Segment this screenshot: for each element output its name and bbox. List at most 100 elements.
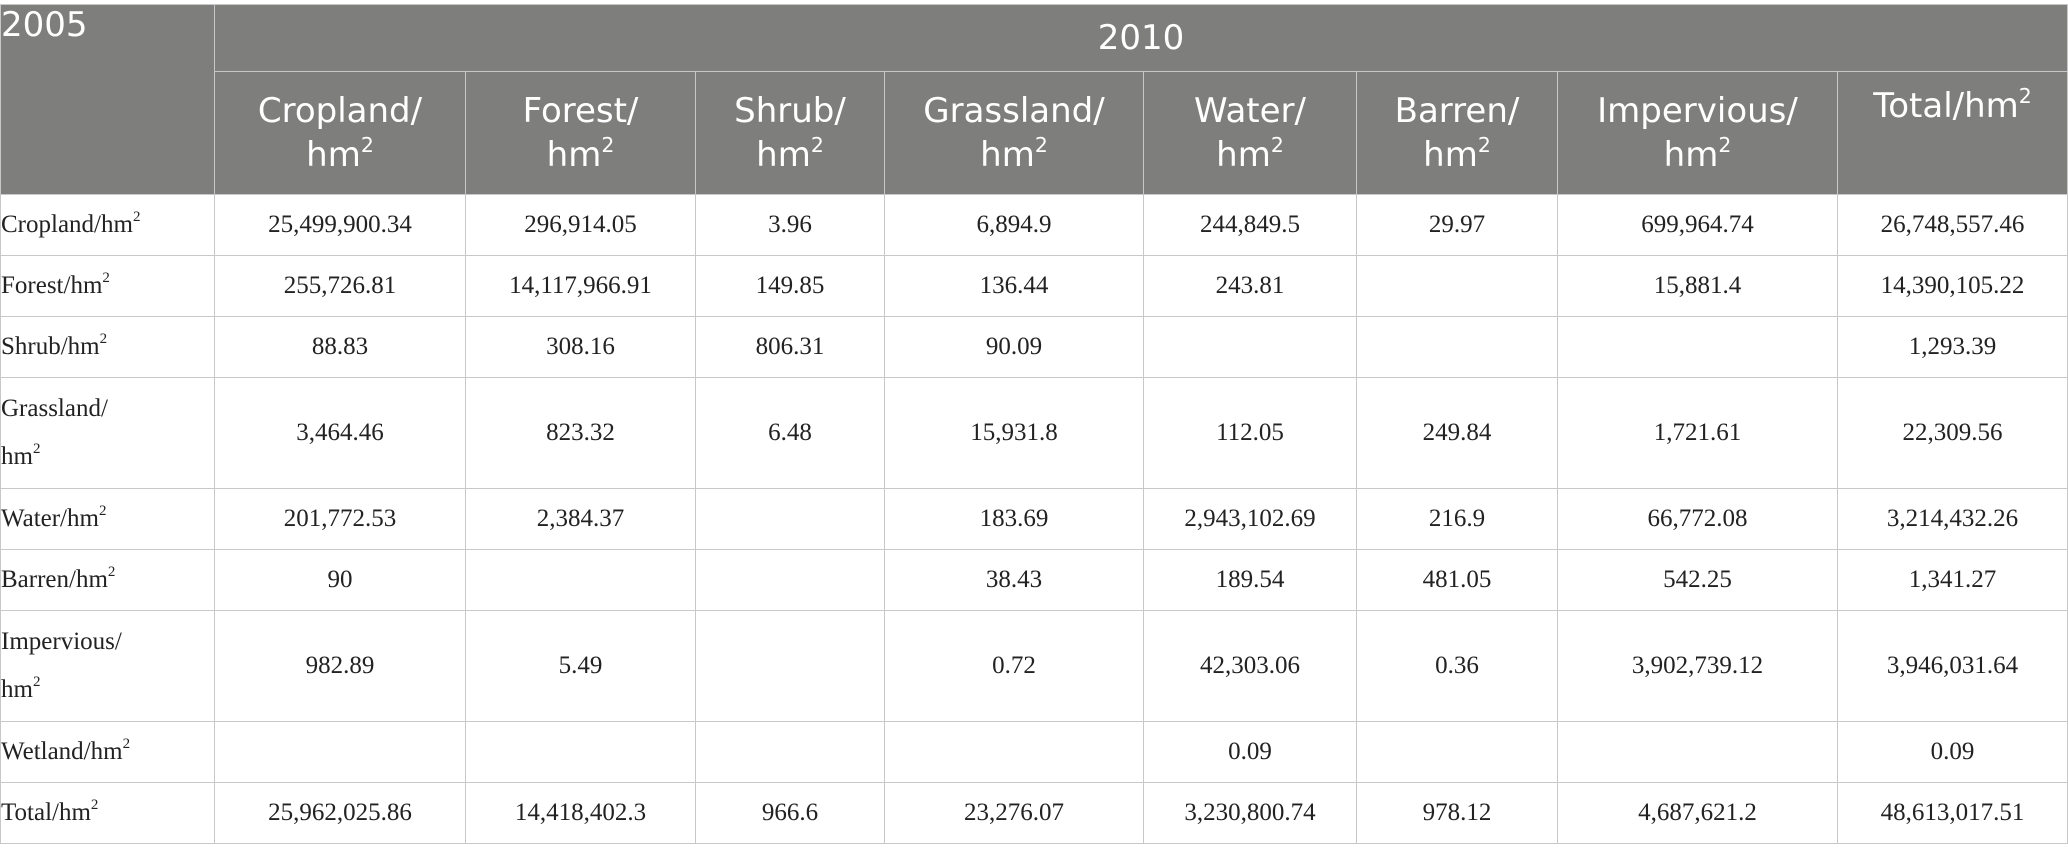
table-cell: 3,902,739.12 bbox=[1557, 610, 1838, 722]
table-cell bbox=[1557, 316, 1838, 378]
transition-matrix-table: 2005 2010 Cropland/hm2 Forest/hm2 Shrub/… bbox=[0, 4, 2068, 844]
table-cell: 3,946,031.64 bbox=[1836, 610, 2068, 722]
table-row: Cropland/hm2 25,499,900.34 296,914.05 3.… bbox=[0, 194, 2068, 256]
table-cell: 244,849.5 bbox=[1143, 194, 1357, 256]
col-header-barren: Barren/hm2 bbox=[1356, 71, 1558, 195]
table-cell: 48,613,017.51 bbox=[1836, 782, 2068, 844]
table-cell: 978.12 bbox=[1356, 782, 1558, 844]
col-header-impervious: Impervious/hm2 bbox=[1557, 71, 1838, 195]
table-cell: 38.43 bbox=[884, 549, 1144, 611]
table-cell: 66,772.08 bbox=[1557, 488, 1838, 550]
table-cell: 23,276.07 bbox=[884, 782, 1144, 844]
table-cell: 25,499,900.34 bbox=[214, 194, 466, 256]
table-cell: 823.32 bbox=[465, 377, 696, 489]
table-row-total: Total/hm2 25,962,025.86 14,418,402.3 966… bbox=[0, 782, 2068, 844]
row-label: Wetland/hm2 bbox=[0, 721, 215, 783]
table-cell: 189.54 bbox=[1143, 549, 1357, 611]
table-cell: 26,748,557.46 bbox=[1836, 194, 2068, 256]
table-cell bbox=[1356, 721, 1558, 783]
row-label: Cropland/hm2 bbox=[0, 194, 215, 256]
table-cell bbox=[214, 721, 466, 783]
row-label: Grassland/hm2 bbox=[0, 377, 215, 489]
table-cell: 216.9 bbox=[1356, 488, 1558, 550]
table-cell: 1,293.39 bbox=[1836, 316, 2068, 378]
table-cell: 1,721.61 bbox=[1557, 377, 1838, 489]
col-header-total: Total/hm2 bbox=[1836, 71, 2068, 195]
table-cell: 249.84 bbox=[1356, 377, 1558, 489]
column-year-label: 2010 bbox=[213, 4, 2068, 72]
table-cell: 4,687,621.2 bbox=[1557, 782, 1838, 844]
table-cell: 6,894.9 bbox=[884, 194, 1144, 256]
table-cell: 112.05 bbox=[1143, 377, 1357, 489]
table-cell: 1,341.27 bbox=[1836, 549, 2068, 611]
table-cell: 90 bbox=[214, 549, 466, 611]
row-label: Forest/hm2 bbox=[0, 255, 215, 317]
table-cell bbox=[695, 488, 885, 550]
table-cell: 183.69 bbox=[884, 488, 1144, 550]
table-cell: 0.09 bbox=[1143, 721, 1357, 783]
table-row: Water/hm2 201,772.53 2,384.37 183.69 2,9… bbox=[0, 488, 2068, 550]
table-cell: 201,772.53 bbox=[214, 488, 466, 550]
table-cell: 42,303.06 bbox=[1143, 610, 1357, 722]
table-cell: 14,418,402.3 bbox=[465, 782, 696, 844]
table-cell: 29.97 bbox=[1356, 194, 1558, 256]
table-cell bbox=[695, 549, 885, 611]
table-row: Wetland/hm2 0.09 0.09 bbox=[0, 721, 2068, 783]
table-cell bbox=[884, 721, 1144, 783]
table-cell: 2,384.37 bbox=[465, 488, 696, 550]
table-cell: 15,881.4 bbox=[1557, 255, 1838, 317]
table-cell: 255,726.81 bbox=[214, 255, 466, 317]
table-cell: 25,962,025.86 bbox=[214, 782, 466, 844]
table-cell: 542.25 bbox=[1557, 549, 1838, 611]
table-cell: 136.44 bbox=[884, 255, 1144, 317]
table-cell: 2,943,102.69 bbox=[1143, 488, 1357, 550]
table-cell: 3,464.46 bbox=[214, 377, 466, 489]
table-cell: 3,230,800.74 bbox=[1143, 782, 1357, 844]
table-cell bbox=[1356, 255, 1558, 317]
table-cell: 5.49 bbox=[465, 610, 696, 722]
table-row: Barren/hm2 90 38.43 189.54 481.05 542.25… bbox=[0, 549, 2068, 611]
col-header-forest: Forest/hm2 bbox=[465, 71, 696, 195]
row-label: Barren/hm2 bbox=[0, 549, 215, 611]
table-cell: 481.05 bbox=[1356, 549, 1558, 611]
row-label: Impervious/hm2 bbox=[0, 610, 215, 722]
table-header: 2005 2010 Cropland/hm2 Forest/hm2 Shrub/… bbox=[0, 4, 2068, 195]
table-cell: 966.6 bbox=[695, 782, 885, 844]
table-cell: 0.09 bbox=[1836, 721, 2068, 783]
table-cell: 88.83 bbox=[214, 316, 466, 378]
table-cell: 3.96 bbox=[695, 194, 885, 256]
table-cell bbox=[1557, 721, 1838, 783]
table-cell: 15,931.8 bbox=[884, 377, 1144, 489]
table-row: Grassland/hm2 3,464.46 823.32 6.48 15,93… bbox=[0, 377, 2068, 489]
table-cell: 296,914.05 bbox=[465, 194, 696, 256]
table-cell bbox=[465, 721, 696, 783]
table-cell: 149.85 bbox=[695, 255, 885, 317]
col-header-grassland: Grassland/hm2 bbox=[884, 71, 1144, 195]
row-label: Water/hm2 bbox=[0, 488, 215, 550]
table-cell: 6.48 bbox=[695, 377, 885, 489]
table-cell: 982.89 bbox=[214, 610, 466, 722]
row-label: Total/hm2 bbox=[0, 782, 215, 844]
col-header-shrub: Shrub/hm2 bbox=[695, 71, 885, 195]
table-cell: 90.09 bbox=[884, 316, 1144, 378]
table-row: Impervious/hm2 982.89 5.49 0.72 42,303.0… bbox=[0, 610, 2068, 722]
table-body: Cropland/hm2 25,499,900.34 296,914.05 3.… bbox=[0, 194, 2068, 844]
table-cell bbox=[465, 549, 696, 611]
table-cell: 243.81 bbox=[1143, 255, 1357, 317]
table-row: Shrub/hm2 88.83 308.16 806.31 90.09 1,29… bbox=[0, 316, 2068, 378]
table-cell: 14,390,105.22 bbox=[1836, 255, 2068, 317]
corner-year-label: 2005 bbox=[0, 4, 215, 195]
table-cell: 0.36 bbox=[1356, 610, 1558, 722]
table-cell: 22,309.56 bbox=[1836, 377, 2068, 489]
table-row: Forest/hm2 255,726.81 14,117,966.91 149.… bbox=[0, 255, 2068, 317]
table-cell bbox=[1143, 316, 1357, 378]
table-cell: 699,964.74 bbox=[1557, 194, 1838, 256]
col-header-water: Water/hm2 bbox=[1143, 71, 1357, 195]
row-label: Shrub/hm2 bbox=[0, 316, 215, 378]
table-cell: 0.72 bbox=[884, 610, 1144, 722]
table-cell bbox=[1356, 316, 1558, 378]
col-header-cropland: Cropland/hm2 bbox=[214, 71, 466, 195]
table-cell bbox=[695, 610, 885, 722]
table-cell: 806.31 bbox=[695, 316, 885, 378]
table-cell: 14,117,966.91 bbox=[465, 255, 696, 317]
